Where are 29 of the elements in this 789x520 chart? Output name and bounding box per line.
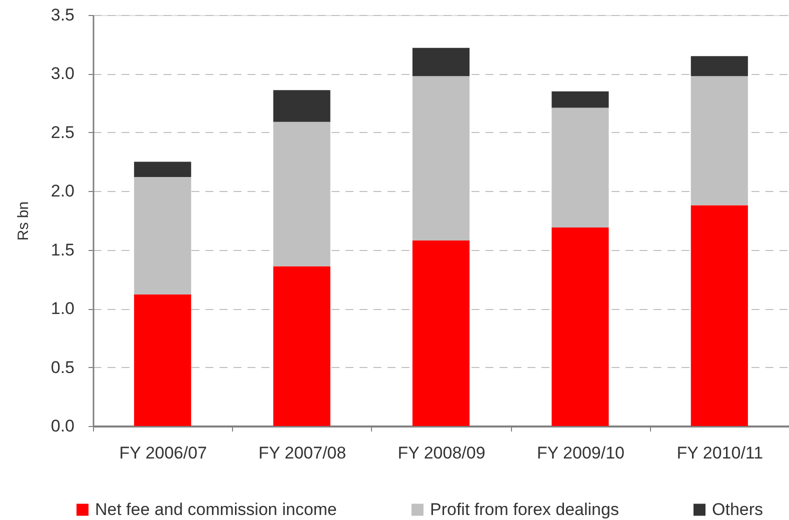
y-axis-title: Rs bn <box>14 201 32 241</box>
y-tick-label: 2.5 <box>50 122 74 142</box>
bar <box>552 108 609 228</box>
bar <box>412 76 470 240</box>
x-tick-label: FY 2008/09 <box>398 444 486 462</box>
bar <box>412 240 470 426</box>
bar <box>134 162 192 178</box>
x-tick-label: FY 2006/07 <box>119 444 207 462</box>
y-tick-label: 1.0 <box>50 299 74 318</box>
bar <box>273 266 330 426</box>
bar <box>412 48 470 76</box>
y-tick-label: 0.5 <box>50 358 74 377</box>
y-tick-label: 2.0 <box>50 182 74 201</box>
bar <box>690 205 748 426</box>
bar <box>552 91 609 108</box>
bar <box>134 294 192 426</box>
legend-label: Net fee and commission income <box>95 500 337 519</box>
y-tick-label: 3.5 <box>50 6 74 24</box>
y-tick-label: 0.0 <box>50 416 74 436</box>
y-tick-label: 3.0 <box>50 64 74 84</box>
legend-label: Profit from forex dealings <box>430 500 619 519</box>
x-tick-label: FY 2010/11 <box>676 444 764 462</box>
bar <box>273 90 330 122</box>
bar <box>552 228 609 426</box>
bar <box>690 56 748 76</box>
y-tick-label: 1.5 <box>50 240 74 260</box>
x-tick-label: FY 2009/10 <box>536 444 624 462</box>
legend-label: Others <box>712 500 764 519</box>
x-tick-label: FY 2007/08 <box>258 444 346 462</box>
